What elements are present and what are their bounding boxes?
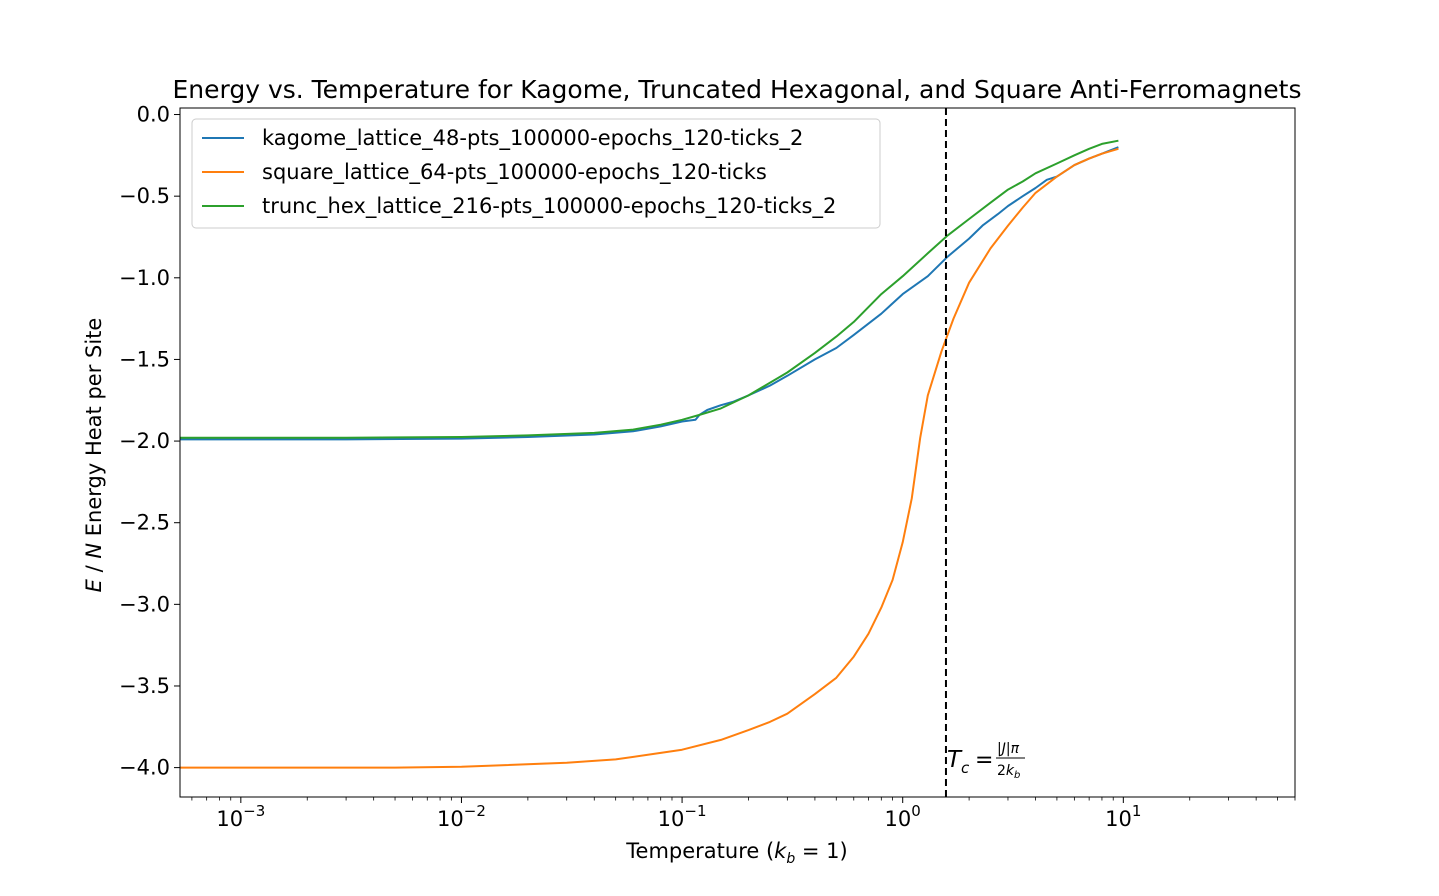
chart-title: Energy vs. Temperature for Kagome, Trunc… (172, 75, 1301, 104)
y-tick-label: 0.0 (137, 103, 170, 127)
y-tick-label: −3.5 (119, 674, 170, 698)
legend-label-3: trunc_hex_lattice_216-pts_100000-epochs_… (262, 194, 836, 219)
plot-area (179, 107, 1296, 798)
legend-box (191, 118, 881, 229)
y-tick-label: −3.0 (119, 592, 170, 616)
y-tick-label: −4.0 (119, 756, 170, 780)
x-tick-label: 10−2 (437, 802, 486, 831)
series-line-1 (180, 146, 1119, 441)
y-tick-label: −1.5 (119, 347, 170, 371)
svg-text:=: = (975, 748, 993, 773)
x-tick-label: 100 (885, 802, 921, 831)
axis-ticks: 0.0 −0.5 −1.0 −1.5 −2.0 −2.5 −3.0 −3.5 −4.0 10−3 1… (119, 103, 1296, 831)
svg-text:|J|π: |J|π (997, 741, 1020, 757)
y-tick-label: −2.0 (119, 429, 170, 453)
svg-text:2kb: 2kb (997, 763, 1020, 781)
tc-annotation: T c = |J|π 2kb (947, 741, 1025, 781)
series-line-2 (180, 147, 1119, 769)
svg-text:c: c (961, 759, 970, 777)
series-line-3 (180, 139, 1119, 439)
y-tick-label: −2.5 (119, 511, 170, 535)
plot-frame (179, 107, 1296, 798)
svg-text:T: T (947, 747, 963, 773)
legend: kagome_lattice_48-pts_100000-epochs_120-… (191, 118, 881, 229)
y-tick-label: −0.5 (119, 184, 170, 208)
y-tick-label: −1.0 (119, 266, 170, 290)
x-tick-label: 10−1 (658, 802, 707, 831)
x-tick-label: 10−3 (216, 802, 265, 831)
x-axis-label: Temperature (kb = 1) (625, 839, 847, 867)
legend-label-2: square_lattice_64-pts_100000-epochs_120-… (262, 160, 767, 185)
y-axis-label: E / N Energy Heat per Site (82, 318, 106, 593)
legend-label-1: kagome_lattice_48-pts_100000-epochs_120-… (262, 126, 803, 151)
x-tick-label: 101 (1105, 802, 1141, 831)
